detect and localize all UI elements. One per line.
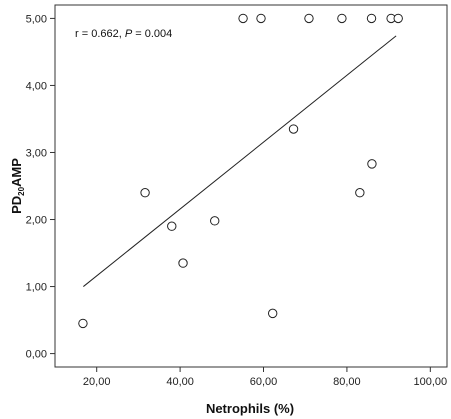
- correlation-annotation: r = 0.662, P = 0.004: [75, 28, 172, 40]
- data-point: [355, 188, 365, 198]
- data-point: [288, 124, 299, 134]
- x-axis-title: Netrophils (%): [206, 401, 294, 416]
- data-point: [256, 13, 266, 24]
- x-tick-label: 40,00: [166, 376, 194, 388]
- data-point: [78, 318, 88, 329]
- data-point: [367, 159, 377, 169]
- data-point: [267, 308, 278, 319]
- data-point: [366, 13, 377, 24]
- annotation-p-letter: P: [125, 28, 133, 40]
- data-point: [238, 13, 248, 24]
- data-point: [337, 13, 347, 24]
- data-point: [178, 258, 188, 268]
- y-tick-label: 2,00: [26, 215, 47, 227]
- x-tick-label: 20,00: [83, 376, 111, 388]
- y-tick-label: 3,00: [26, 147, 47, 159]
- y-axis-title-subscript: 20: [17, 186, 26, 195]
- data-point: [167, 221, 177, 231]
- y-tick-label: 4,00: [26, 80, 47, 92]
- data-point: [210, 216, 220, 226]
- plot-area-frame: [54, 4, 448, 368]
- annotation-p-part: = 0.004: [132, 28, 172, 40]
- data-point: [393, 13, 403, 24]
- data-point: [304, 13, 314, 24]
- x-axis: 20,00 40,00 60,00 80,00 100,00: [83, 367, 447, 388]
- scatter-points: [78, 13, 403, 329]
- y-axis: 0,00 1,00 2,00 3,00 4,00 5,00: [26, 13, 55, 361]
- y-axis-title: PD20AMP: [9, 158, 26, 214]
- regression-line: [83, 35, 397, 287]
- y-tick-label: 1,00: [26, 282, 47, 294]
- y-axis-title-suffix: AMP: [9, 158, 24, 187]
- y-tick-label: 0,00: [26, 349, 47, 361]
- annotation-r-part: r = 0.662,: [75, 28, 125, 40]
- y-axis-title-base: PD: [9, 196, 24, 214]
- x-tick-label: 60,00: [250, 376, 278, 388]
- x-tick-label: 80,00: [333, 376, 361, 388]
- x-tick-label: 100,00: [413, 376, 447, 388]
- regression-line-group: [83, 35, 397, 287]
- y-tick-label: 5,00: [26, 13, 47, 25]
- data-point: [140, 188, 150, 198]
